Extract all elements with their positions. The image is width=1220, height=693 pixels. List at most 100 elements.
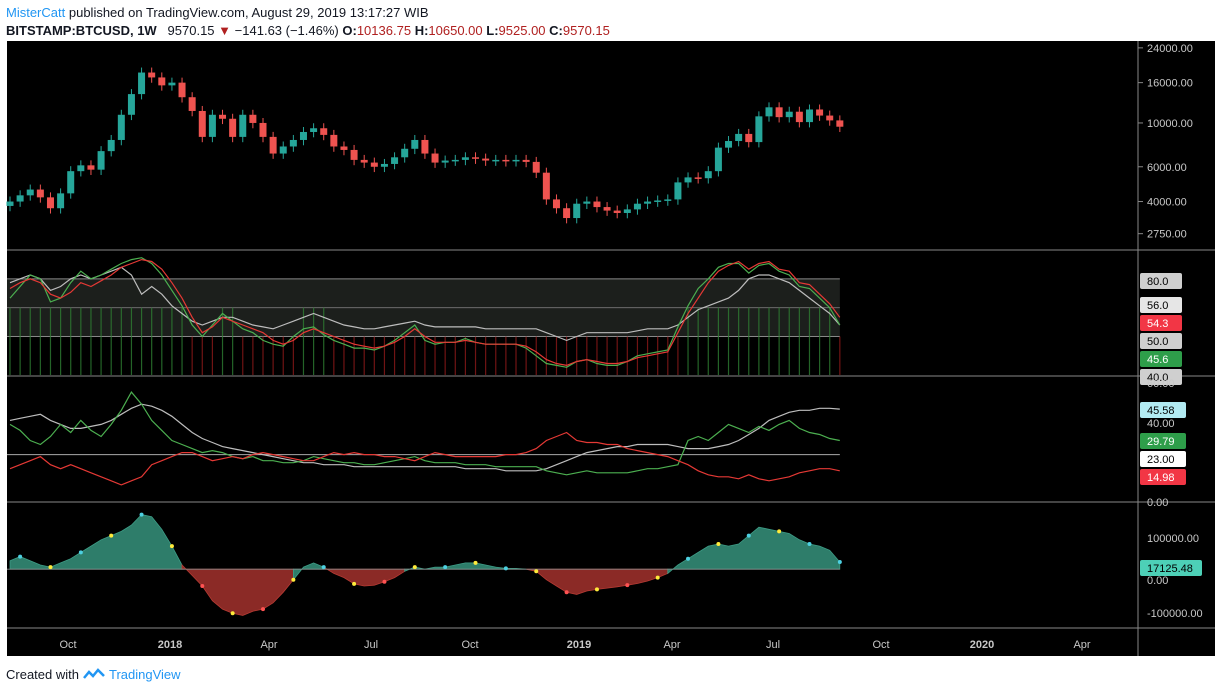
candle-body	[239, 114, 247, 137]
momentum-signal-dot	[18, 554, 23, 559]
candle	[684, 172, 692, 188]
candle	[472, 152, 480, 164]
low-value: 9525.00	[498, 23, 546, 38]
time-tick-label: Jul	[766, 639, 780, 651]
candle	[380, 158, 388, 173]
candle	[350, 144, 358, 166]
candle-body	[320, 128, 328, 135]
momentum-signal-dot	[716, 542, 721, 546]
candle-body	[805, 109, 813, 123]
dmi-value-badge	[1140, 433, 1186, 449]
candle-body	[259, 122, 267, 137]
oscillator-green-line	[9, 257, 841, 368]
candle	[279, 141, 287, 159]
candle-body	[664, 199, 672, 201]
oscillator-value-badge	[1140, 351, 1182, 367]
candle	[613, 205, 621, 219]
candle	[77, 160, 85, 177]
dmi-tick-label: 14.98	[1147, 472, 1175, 484]
time-tick-label: Oct	[461, 639, 478, 651]
candle-body	[441, 160, 449, 163]
oscillator-value-badge	[1140, 315, 1182, 331]
candle	[158, 72, 166, 91]
candle-body	[219, 114, 227, 119]
high-label: H:	[414, 23, 429, 38]
momentum-signal-dot	[837, 560, 842, 565]
candle	[46, 192, 54, 214]
candle-body	[816, 109, 824, 116]
candle	[36, 184, 44, 203]
candle	[168, 77, 176, 91]
candle-body	[775, 107, 783, 118]
momentum-signal-dot	[534, 569, 539, 574]
candle-body	[512, 159, 520, 162]
tradingview-link[interactable]: TradingView	[108, 667, 181, 682]
candle-body	[563, 208, 571, 219]
candle	[805, 104, 813, 128]
candle-body	[552, 199, 560, 209]
dmi-tick-label: 40.00	[1147, 418, 1175, 430]
dmi-value-badge	[1140, 469, 1186, 485]
dmi-tick-label: 23.00	[1147, 454, 1175, 466]
candle	[117, 109, 125, 146]
candle	[532, 156, 540, 178]
oscillator-value-badge	[1140, 273, 1182, 289]
candle	[97, 146, 105, 175]
symbol-label[interactable]: BITSTAMP:BTCUSD, 1W	[6, 23, 157, 38]
momentum-signal-dot	[109, 533, 114, 538]
dmi-adx-line	[9, 403, 840, 472]
candle-body	[6, 201, 14, 206]
candle-body	[16, 195, 24, 202]
candle	[816, 104, 824, 121]
time-tick-label: 2020	[970, 639, 994, 651]
momentum-signal-dot	[746, 533, 751, 538]
oscillator-tick-label: 45.6	[1147, 354, 1168, 366]
momentum-signal-dot	[473, 560, 478, 565]
candle	[431, 148, 439, 168]
candle-body	[57, 193, 65, 209]
candle	[229, 113, 237, 143]
time-tick-label: 2019	[567, 639, 591, 651]
candle-body	[198, 110, 206, 137]
candle-body	[684, 177, 692, 183]
candle	[208, 109, 216, 143]
candle	[67, 166, 75, 199]
candle	[704, 166, 712, 184]
candle-body	[431, 153, 439, 163]
oscillator-value-badge	[1140, 297, 1182, 313]
down-arrow-icon: ▼	[218, 23, 232, 38]
high-value: 10650.00	[428, 23, 483, 38]
candle-body	[26, 189, 34, 196]
candle-body	[36, 189, 44, 198]
candle	[512, 154, 520, 167]
candle-body	[158, 77, 166, 86]
time-axis-background	[7, 628, 1215, 656]
momentum-tick-label: -100000.00	[1147, 608, 1203, 620]
open-value: 10136.75	[356, 23, 412, 38]
author-link[interactable]: MisterCatt	[6, 5, 66, 20]
candle-body	[542, 172, 550, 200]
candle-body	[46, 197, 54, 209]
candle	[6, 196, 14, 212]
oscillator-value-badge	[1140, 369, 1182, 385]
candle	[492, 154, 500, 166]
candle-body	[208, 114, 216, 137]
momentum-signal-dot	[352, 581, 357, 586]
candle-body	[299, 131, 307, 140]
momentum-negative-area	[526, 568, 669, 595]
chart-canvas[interactable]: Oct 2018 Apr Jul Oct 2019 Apr Jul Oct 2020 Apr 2400…	[0, 0, 1220, 660]
momentum-signal-dot	[48, 565, 53, 570]
candle	[87, 160, 95, 175]
momentum-signal-dot	[594, 587, 599, 592]
candle	[563, 203, 571, 224]
candle	[198, 105, 206, 143]
momentum-signal-dot	[807, 542, 812, 546]
candle	[239, 109, 247, 143]
momentum-signal-dot	[261, 607, 265, 612]
candle	[654, 195, 662, 207]
low-label: L:	[486, 23, 499, 38]
price-tick-label: 24000.00	[1147, 43, 1193, 55]
candle	[269, 131, 277, 159]
dmi-tick-label: 60.00	[1147, 378, 1175, 390]
candle-body	[714, 147, 722, 172]
